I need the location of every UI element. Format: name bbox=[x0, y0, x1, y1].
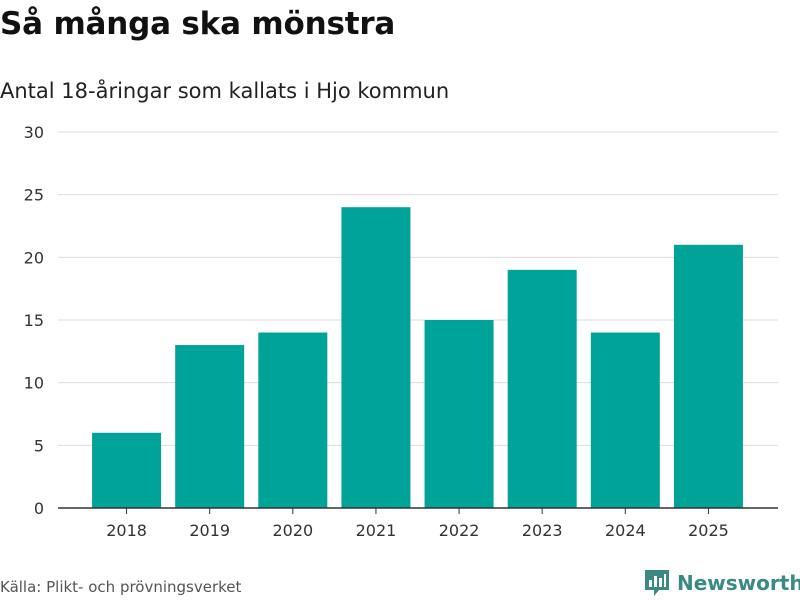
x-tick-label: 2025 bbox=[688, 521, 729, 540]
y-tick-label: 30 bbox=[24, 123, 44, 142]
y-tick-label: 5 bbox=[34, 436, 44, 455]
bar-2022 bbox=[424, 320, 494, 508]
x-tick-label: 2019 bbox=[189, 521, 230, 540]
gridlines bbox=[58, 131, 778, 446]
y-axis-ticks: 0 5 10 15 20 25 30 bbox=[24, 123, 44, 518]
y-tick-label: 20 bbox=[24, 248, 44, 267]
bar-2019 bbox=[175, 345, 245, 508]
y-tick-label: 0 bbox=[34, 499, 44, 518]
chart-title: Så många ska mönstra bbox=[0, 6, 396, 42]
x-tick-label: 2021 bbox=[356, 521, 397, 540]
bar-2021 bbox=[341, 207, 411, 508]
bar-2020 bbox=[258, 332, 328, 508]
x-tick-label: 2018 bbox=[106, 521, 147, 540]
y-tick-label: 15 bbox=[24, 311, 44, 330]
brand-name: Newsworthy bbox=[677, 571, 800, 595]
x-tick-label: 2024 bbox=[605, 521, 646, 540]
x-axis-ticks: 2018 2019 2020 2021 2022 2023 2024 2025 bbox=[106, 508, 729, 540]
y-tick-label: 25 bbox=[24, 186, 44, 205]
source-note: Källa: Plikt- och prövningsverket bbox=[0, 578, 242, 596]
bar-2023 bbox=[507, 269, 577, 508]
x-tick-label: 2020 bbox=[272, 521, 313, 540]
bars bbox=[92, 207, 743, 509]
bar-2024 bbox=[590, 332, 660, 508]
x-tick-label: 2023 bbox=[522, 521, 563, 540]
y-tick-label: 10 bbox=[24, 374, 44, 393]
bar-chart-logo-icon bbox=[645, 570, 669, 596]
x-tick-label: 2022 bbox=[439, 521, 480, 540]
bar-2018 bbox=[92, 432, 162, 508]
bar-2025 bbox=[673, 244, 743, 509]
chart-subtitle: Antal 18-åringar som kallats i Hjo kommu… bbox=[0, 79, 450, 103]
newsworthy-logo: Newsworthy bbox=[643, 568, 800, 598]
